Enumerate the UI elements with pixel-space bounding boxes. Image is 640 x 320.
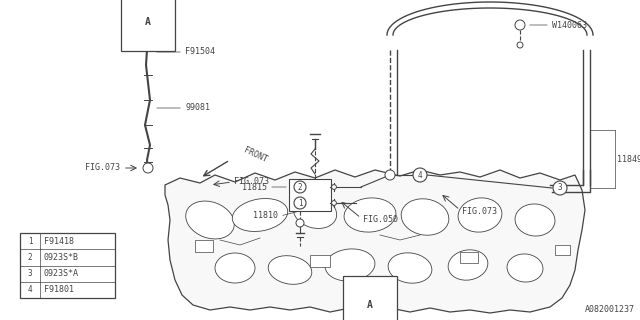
Ellipse shape: [268, 256, 312, 284]
Circle shape: [294, 181, 306, 193]
Ellipse shape: [458, 198, 502, 232]
Text: 4: 4: [28, 285, 32, 294]
Circle shape: [24, 268, 36, 280]
Text: F91504: F91504: [185, 47, 215, 57]
Circle shape: [24, 235, 36, 247]
Circle shape: [143, 163, 153, 173]
Bar: [555, 245, 570, 255]
Text: 3: 3: [557, 183, 563, 193]
Text: 11849: 11849: [617, 155, 640, 164]
Circle shape: [143, 33, 153, 43]
Ellipse shape: [215, 253, 255, 283]
Text: 0923S*B: 0923S*B: [44, 253, 79, 262]
Ellipse shape: [325, 249, 375, 281]
Text: FRONT: FRONT: [242, 146, 268, 164]
Text: F91418: F91418: [44, 236, 74, 246]
Text: 11810: 11810: [253, 212, 278, 220]
Ellipse shape: [186, 201, 234, 239]
Text: 1: 1: [298, 198, 302, 207]
Text: A: A: [145, 17, 151, 27]
Circle shape: [24, 284, 36, 296]
Text: 11815: 11815: [242, 182, 267, 191]
Ellipse shape: [232, 198, 288, 231]
Polygon shape: [165, 170, 585, 313]
Ellipse shape: [515, 204, 555, 236]
Circle shape: [332, 185, 337, 189]
Text: 99081: 99081: [185, 103, 210, 113]
Circle shape: [294, 197, 306, 209]
Ellipse shape: [293, 196, 337, 228]
Circle shape: [24, 252, 36, 263]
Ellipse shape: [344, 198, 396, 232]
Circle shape: [332, 201, 337, 205]
Circle shape: [553, 181, 567, 195]
Text: FIG.050: FIG.050: [363, 215, 398, 225]
Text: 4: 4: [418, 171, 422, 180]
Ellipse shape: [507, 254, 543, 282]
Circle shape: [413, 168, 427, 182]
Text: FIG.073: FIG.073: [462, 207, 497, 217]
Text: 1: 1: [28, 236, 32, 246]
Bar: [310, 255, 330, 267]
Bar: [460, 252, 478, 263]
Ellipse shape: [401, 199, 449, 235]
Text: F91801: F91801: [44, 285, 74, 294]
Text: 3: 3: [28, 269, 32, 278]
Ellipse shape: [448, 250, 488, 280]
Circle shape: [296, 219, 304, 227]
Text: 0923S*A: 0923S*A: [44, 269, 79, 278]
Ellipse shape: [388, 253, 432, 283]
Text: FIG.073: FIG.073: [234, 178, 269, 187]
Text: A082001237: A082001237: [585, 305, 635, 314]
Text: A: A: [367, 300, 373, 310]
Text: 2: 2: [298, 182, 302, 191]
Text: FIG.073: FIG.073: [85, 164, 120, 172]
Circle shape: [385, 170, 395, 180]
Circle shape: [515, 20, 525, 30]
Text: 2: 2: [28, 253, 32, 262]
Circle shape: [517, 42, 523, 48]
Bar: [289, 179, 331, 211]
Bar: [195, 240, 213, 252]
Bar: [20, 233, 115, 298]
Text: W140063: W140063: [552, 20, 587, 29]
